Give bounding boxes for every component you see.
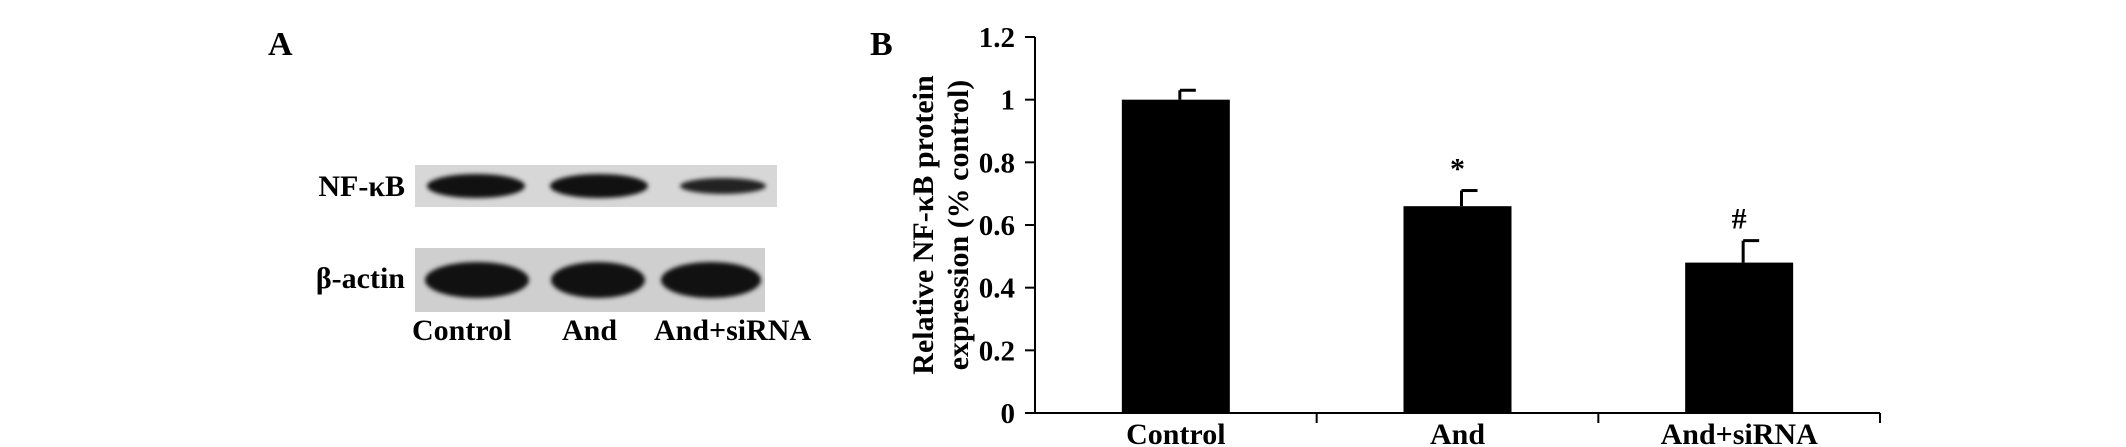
panel-a-letter: A <box>268 26 293 63</box>
x-axis: Control And And+siRNA <box>1035 412 1881 447</box>
panel-b-letter: B <box>870 26 893 63</box>
significance-marker: * <box>1450 153 1465 186</box>
nfkb-band-control <box>427 174 525 198</box>
bar <box>1403 206 1512 413</box>
y-tick-label: 0.6 <box>979 210 1015 242</box>
actin-band-control <box>425 262 529 298</box>
bar <box>1685 262 1794 413</box>
bar <box>1121 99 1230 414</box>
lane-label-and: And <box>562 314 618 347</box>
bar-chart: 0 0.2 0.4 0.6 0.8 1 1.2 Relative NF-κB protein e… <box>907 22 1881 447</box>
y-axis-label-line2: expression (% control) <box>942 80 975 371</box>
nfkb-band-and <box>550 174 648 198</box>
y-tick-label: 1.2 <box>979 22 1015 54</box>
y-tick-label: 0.2 <box>979 335 1015 367</box>
actin-blot-strip <box>415 248 765 312</box>
nfkb-band-and-sirna <box>680 178 766 194</box>
labels: *# <box>1450 153 1747 236</box>
bars <box>1121 88 1794 414</box>
x-tick-label: And <box>1430 418 1485 447</box>
nfkb-blot-strip <box>415 165 777 207</box>
x-tick-label: And+siRNA <box>1661 418 1818 447</box>
significance-marker: # <box>1732 203 1747 236</box>
actin-band-and-sirna <box>661 262 761 298</box>
y-tick-label: 0.4 <box>979 273 1015 305</box>
y-axis: 0 0.2 0.4 0.6 0.8 1 1.2 Relative NF-κB protein e… <box>907 22 1036 430</box>
blot-row-label-actin: β-actin <box>315 262 405 295</box>
y-tick-label: 1 <box>1001 85 1016 117</box>
lane-label-and-sirna: And+siRNA <box>654 314 812 347</box>
y-tick-label: 0 <box>1001 398 1016 430</box>
x-tick-label: Control <box>1126 418 1225 447</box>
y-tick-label: 0.8 <box>979 147 1015 179</box>
blot-row-label-nfkb: NF-κB <box>318 170 405 203</box>
actin-band-and <box>551 262 645 298</box>
lane-label-control: Control <box>412 314 512 347</box>
y-axis-label-line1: Relative NF-κB protein <box>907 75 940 375</box>
